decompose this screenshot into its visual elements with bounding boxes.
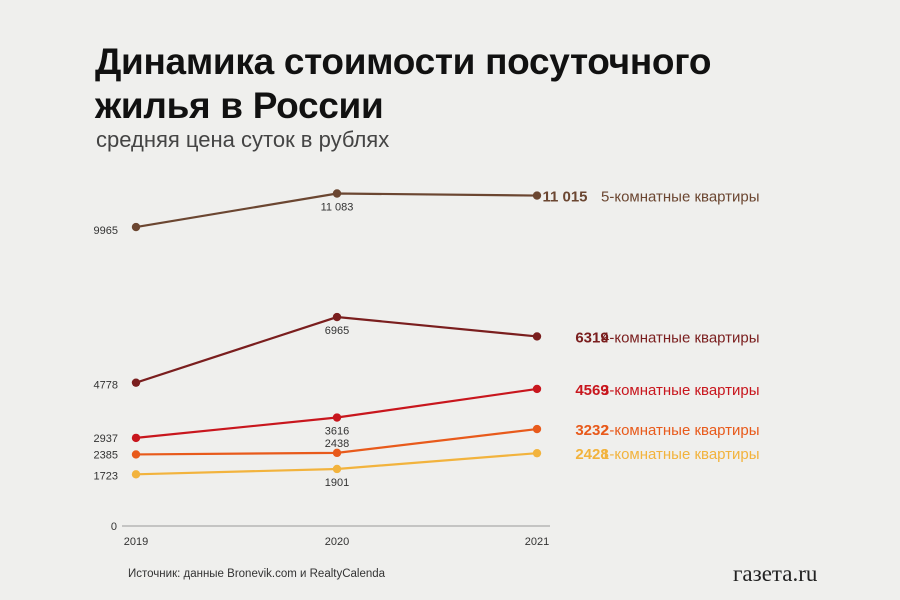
- data-label: 3616: [325, 426, 349, 438]
- end-value-label: 4569: [575, 382, 608, 399]
- data-point: [532, 191, 542, 200]
- data-point: [532, 332, 542, 341]
- source-note: Источник: данные Bronevik.com и RealtyCa…: [128, 568, 386, 580]
- end-value-label: 11 015: [542, 189, 587, 206]
- series-name-label: 4-комнатные квартиры: [601, 329, 760, 346]
- data-point: [332, 448, 342, 458]
- series-name-label: 3-комнатные квартиры: [601, 382, 760, 399]
- data-label: 2385: [94, 449, 118, 461]
- data-label: 1723: [94, 470, 118, 482]
- data-point: [131, 222, 141, 232]
- data-point: [532, 448, 542, 458]
- data-label: 1901: [325, 477, 349, 489]
- data-point: [131, 433, 141, 443]
- x-tick-label: 2021: [525, 536, 549, 548]
- chart-title: Динамика стоимости посуточного жилья в Р…: [95, 41, 712, 126]
- x-tick-label: 2020: [325, 536, 349, 548]
- data-label: 6965: [325, 325, 349, 337]
- chart-subtitle: средняя цена суток в рублях: [96, 127, 390, 152]
- data-point: [131, 470, 141, 479]
- data-point: [131, 450, 141, 459]
- data-label: 11 083: [321, 202, 354, 214]
- end-value-label: 6319: [575, 329, 608, 346]
- data-point: [532, 424, 542, 434]
- series-name-label: 2-комнатные квартиры: [601, 422, 760, 439]
- data-point: [332, 413, 342, 422]
- series-name-label: 1-комнатные квартиры: [601, 446, 760, 463]
- data-label: 2937: [94, 433, 118, 445]
- brand-logo: газета.ru: [733, 561, 818, 586]
- data-point: [332, 189, 342, 198]
- series-name-label: 5-комнатные квартиры: [601, 189, 760, 206]
- y-tick-label: 0: [111, 521, 117, 533]
- x-tick-label: 2019: [124, 536, 148, 548]
- data-point: [131, 378, 141, 387]
- data-label: 9965: [94, 225, 118, 237]
- data-label: 4778: [94, 380, 118, 392]
- end-value-label: 2428: [575, 446, 608, 463]
- data-point: [332, 312, 342, 322]
- data-point: [332, 464, 342, 474]
- end-value-label: 3232: [575, 422, 608, 439]
- data-point: [532, 384, 542, 394]
- data-label: 2438: [325, 438, 349, 450]
